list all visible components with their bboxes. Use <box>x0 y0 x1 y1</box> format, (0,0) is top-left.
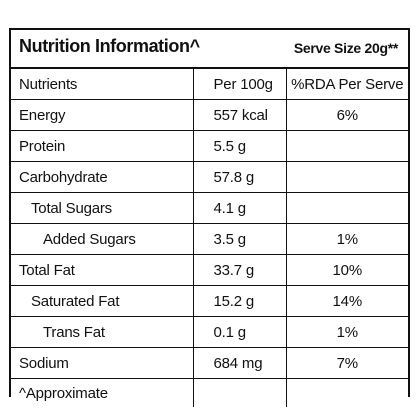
nutrition-table: Nutrients Per 100g %RDA Per Serve Energy… <box>11 69 408 407</box>
rda-value <box>286 161 408 193</box>
table-row: Carbohydrate 57.8 g <box>11 161 408 193</box>
nutrient-name: Total Sugars <box>11 192 194 224</box>
nutrient-name: Added Sugars <box>11 223 194 255</box>
nutrient-name: Sodium <box>11 347 194 379</box>
rda-value: 6% <box>286 99 408 131</box>
per-100g-value: 57.8 g <box>193 161 287 193</box>
column-header-per-100g: Per 100g <box>193 69 287 100</box>
nutrient-name: Trans Fat <box>11 316 194 348</box>
footnote: ^Approximate <box>11 378 194 407</box>
table-row: Protein 5.5 g <box>11 130 408 162</box>
footnote-row: ^Approximate <box>11 378 408 408</box>
per-100g-value: 4.1 g <box>193 192 287 224</box>
nutrient-name: Protein <box>11 130 194 162</box>
column-header-nutrients: Nutrients <box>11 69 194 100</box>
rda-value: 14% <box>286 285 408 317</box>
nutrient-name: Energy <box>11 99 194 131</box>
per-100g-value: 33.7 g <box>193 254 287 286</box>
footnote-empty-cell <box>193 378 287 407</box>
nutrient-name: Carbohydrate <box>11 161 194 193</box>
table-header-row: Nutrients Per 100g %RDA Per Serve <box>11 69 408 100</box>
rda-value <box>286 192 408 224</box>
nutrient-name: Total Fat <box>11 254 194 286</box>
table-row: Added Sugars 3.5 g 1% <box>11 223 408 255</box>
title-row: Nutrition Information^ Serve Size 20g** <box>11 30 408 69</box>
panel-title: Nutrition Information^ <box>19 36 200 56</box>
footnote-empty-cell <box>286 379 408 408</box>
rda-value: 7% <box>286 347 408 379</box>
table-row: Total Sugars 4.1 g <box>11 192 408 224</box>
per-100g-value: 0.1 g <box>193 316 287 348</box>
serve-size: Serve Size 20g** <box>293 40 398 56</box>
rda-value: 1% <box>286 316 408 348</box>
per-100g-value: 557 kcal <box>193 99 287 131</box>
table-row: Trans Fat 0.1 g 1% <box>11 316 408 348</box>
column-header-rda: %RDA Per Serve <box>286 69 408 100</box>
per-100g-value: 3.5 g <box>193 223 287 255</box>
per-100g-value: 15.2 g <box>193 285 287 317</box>
table-row: Total Fat 33.7 g 10% <box>11 254 408 286</box>
table-row: Energy 557 kcal 6% <box>11 99 408 131</box>
table-row: Sodium 684 mg 7% <box>11 347 408 379</box>
nutrient-name: Saturated Fat <box>11 285 194 317</box>
rda-value: 1% <box>286 223 408 255</box>
per-100g-value: 5.5 g <box>193 130 287 162</box>
table-row: Saturated Fat 15.2 g 14% <box>11 285 408 317</box>
rda-value <box>286 130 408 162</box>
nutrition-panel: Nutrition Information^ Serve Size 20g** … <box>9 28 410 407</box>
rda-value: 10% <box>286 254 408 286</box>
per-100g-value: 684 mg <box>193 347 287 379</box>
